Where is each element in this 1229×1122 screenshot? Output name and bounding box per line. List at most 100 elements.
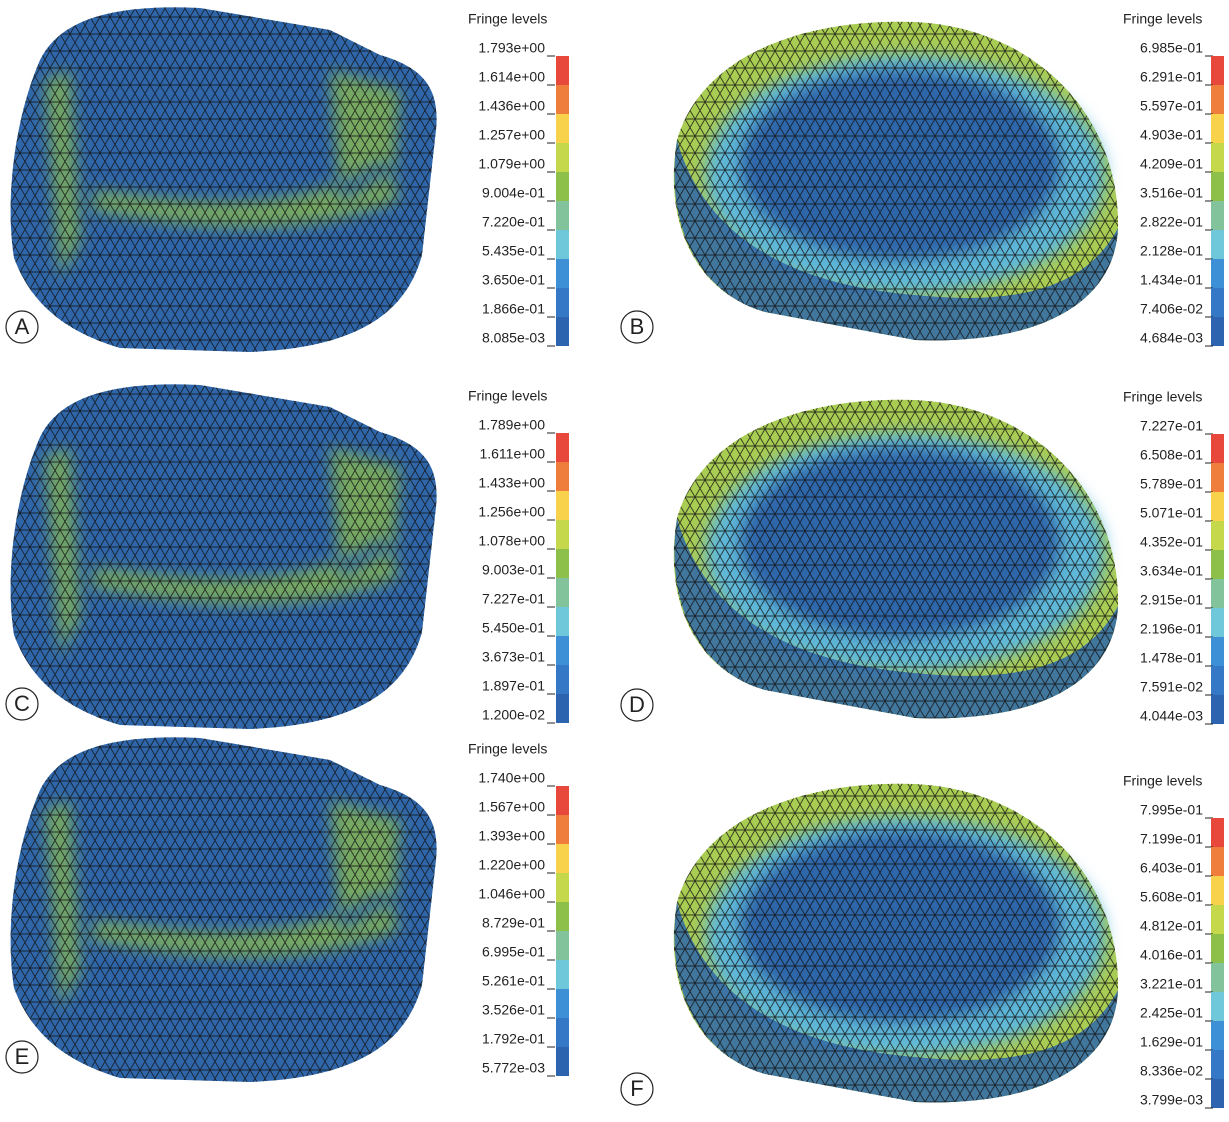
- legend-level: 7.591e-02: [1140, 679, 1203, 695]
- legend-band: [556, 85, 569, 114]
- legend-band: [1211, 579, 1224, 608]
- legend-band: [1211, 876, 1224, 905]
- mesh-grid: [674, 400, 1118, 719]
- panel-label: B: [630, 314, 645, 339]
- legend-level: 5.450e-01: [482, 620, 545, 636]
- legend-level: 6.985e-01: [1140, 40, 1203, 56]
- legend-level: 1.866e-01: [482, 301, 545, 317]
- legend-level: 1.611e+00: [479, 446, 545, 462]
- legend-band: [1211, 201, 1224, 230]
- legend-level: 7.199e-01: [1140, 831, 1203, 847]
- legend-band: [556, 694, 569, 723]
- legend-level: 1.433e+00: [478, 475, 545, 491]
- panel: DFringe levels7.227e-016.508e-015.789e-0…: [621, 389, 1224, 724]
- legend-level: 2.128e-01: [1140, 243, 1203, 259]
- legend-band: [1211, 992, 1224, 1021]
- legend-band: [556, 201, 569, 230]
- legend-level: 2.425e-01: [1140, 1005, 1203, 1021]
- legend-level: 6.508e-01: [1140, 447, 1203, 463]
- legend-level: 6.995e-01: [482, 944, 545, 960]
- legend-level: 7.227e-01: [482, 591, 545, 607]
- legend-band: [556, 230, 569, 259]
- legend-level: 4.209e-01: [1140, 156, 1203, 172]
- legend-level: 7.220e-01: [482, 214, 545, 230]
- legend-title: Fringe levels: [1123, 11, 1202, 27]
- legend-band: [556, 317, 569, 346]
- legend-level: 3.650e-01: [482, 272, 545, 288]
- legend-band: [1211, 143, 1224, 172]
- legend-level: 8.336e-02: [1140, 1063, 1203, 1079]
- legend-level: 3.221e-01: [1140, 976, 1203, 992]
- legend-level: 2.822e-01: [1140, 214, 1203, 230]
- legend-band: [1211, 666, 1224, 695]
- legend-level: 3.516e-01: [1140, 185, 1203, 201]
- panel-label: F: [630, 1076, 643, 1101]
- legend-band: [556, 288, 569, 317]
- legend-band: [556, 1047, 569, 1076]
- legend-title: Fringe levels: [468, 11, 547, 27]
- legend-band: [1211, 230, 1224, 259]
- mesh-model: [674, 784, 1118, 1103]
- legend-level: 4.903e-01: [1140, 127, 1203, 143]
- legend-level: 4.016e-01: [1140, 947, 1203, 963]
- legend-band: [556, 259, 569, 288]
- legend-band: [1211, 550, 1224, 579]
- legend-band: [1211, 521, 1224, 550]
- legend-band: [556, 931, 569, 960]
- mesh-grid: [11, 7, 437, 352]
- legend-level: 8.085e-03: [482, 330, 545, 346]
- legend-level: 6.291e-01: [1140, 69, 1203, 85]
- legend-level: 8.729e-01: [482, 915, 545, 931]
- panel-label: E: [15, 1044, 30, 1069]
- legend-level: 5.789e-01: [1140, 476, 1203, 492]
- legend-level: 1.046e+00: [478, 886, 545, 902]
- legend-level: 1.220e+00: [478, 857, 545, 873]
- legend-band: [1211, 608, 1224, 637]
- mesh-model: [11, 384, 437, 729]
- legend-level: 7.406e-02: [1140, 301, 1203, 317]
- legend-band: [1211, 1050, 1224, 1079]
- legend-level: 1.629e-01: [1140, 1034, 1203, 1050]
- legend-band: [1211, 172, 1224, 201]
- legend-level: 1.792e-01: [482, 1031, 545, 1047]
- legend-band: [1211, 934, 1224, 963]
- legend-band: [556, 665, 569, 694]
- legend-level: 7.995e-01: [1140, 802, 1203, 818]
- legend-band: [556, 960, 569, 989]
- legend-level: 1.200e-02: [482, 707, 545, 723]
- legend-level: 1.078e+00: [478, 533, 545, 549]
- legend-band: [556, 607, 569, 636]
- legend-band: [1211, 695, 1224, 724]
- legend-band: [1211, 1021, 1224, 1050]
- mesh-model: [11, 7, 437, 352]
- legend-band: [556, 433, 569, 462]
- legend-level: 1.567e+00: [478, 799, 545, 815]
- legend-level: 9.004e-01: [482, 185, 545, 201]
- legend-level: 9.003e-01: [482, 562, 545, 578]
- mesh-grid: [11, 384, 437, 729]
- legend-band: [1211, 85, 1224, 114]
- legend-level: 3.634e-01: [1140, 563, 1203, 579]
- mesh-model: [674, 22, 1118, 341]
- legend-level: 1.257e+00: [478, 127, 545, 143]
- legend-level: 1.789e+00: [478, 417, 545, 433]
- legend-title: Fringe levels: [468, 741, 547, 757]
- legend-level: 1.478e-01: [1140, 650, 1203, 666]
- legend-level: 7.227e-01: [1140, 418, 1203, 434]
- legend-title: Fringe levels: [468, 388, 547, 404]
- legend-band: [556, 549, 569, 578]
- legend-band: [1211, 492, 1224, 521]
- legend-band: [1211, 905, 1224, 934]
- legend-band: [1211, 317, 1224, 346]
- legend-band: [556, 844, 569, 873]
- legend-band: [556, 462, 569, 491]
- legend-level: 1.079e+00: [478, 156, 545, 172]
- legend-band: [1211, 463, 1224, 492]
- legend-band: [556, 873, 569, 902]
- legend-level: 6.403e-01: [1140, 860, 1203, 876]
- legend-band: [556, 520, 569, 549]
- legend-level: 2.915e-01: [1140, 592, 1203, 608]
